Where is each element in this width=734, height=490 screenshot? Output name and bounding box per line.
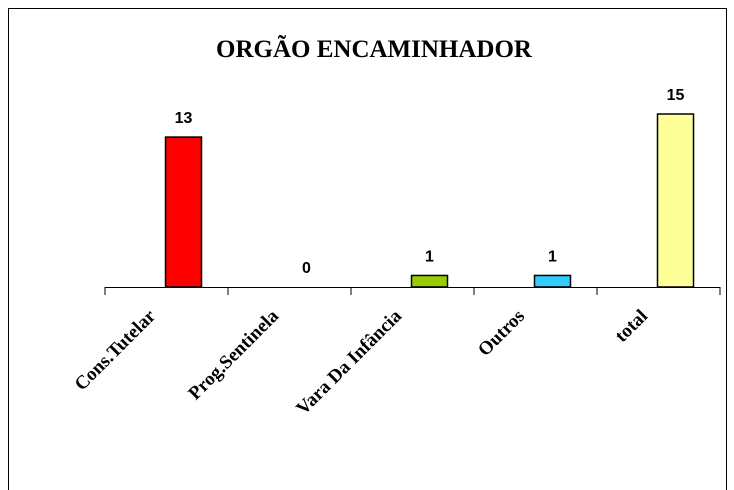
bar: [656, 113, 695, 288]
value-label: 1: [425, 248, 434, 265]
chart-border: [8, 8, 727, 490]
value-label: 13: [175, 110, 193, 127]
bar: [533, 274, 572, 288]
bar: [410, 274, 449, 288]
value-label: 15: [667, 87, 685, 104]
value-label: 0: [302, 260, 311, 277]
value-label: 1: [548, 248, 557, 265]
bar: [164, 136, 203, 288]
chart-title: ORGÃO ENCAMINHADOR: [216, 35, 533, 63]
